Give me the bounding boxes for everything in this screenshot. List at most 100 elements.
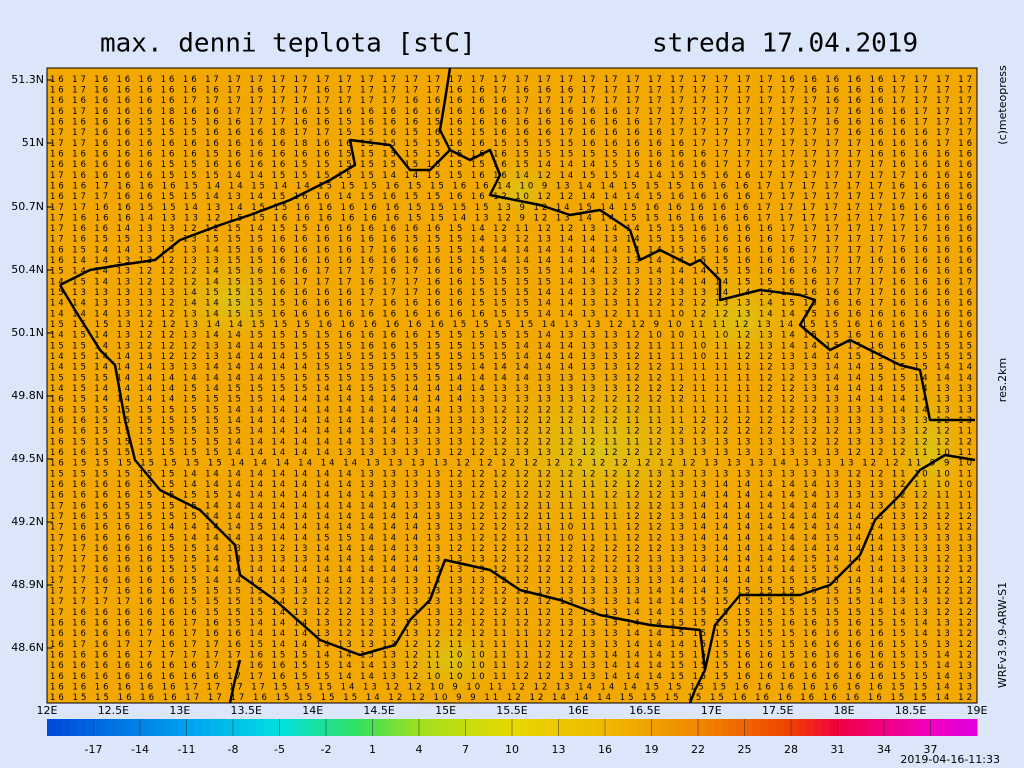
colorbar-cell (605, 719, 614, 736)
colorbar-cell (814, 719, 823, 736)
colorbar-cell (132, 719, 141, 736)
colorbar-cell (326, 719, 335, 736)
lat-label: 51N (22, 136, 44, 149)
model: WRFv3.9.9-ARW-S1 (996, 582, 1009, 688)
colorbar-cell (612, 719, 621, 736)
grid-row: 16 15 15 15 15 15 15 15 14 14 14 14 14 1… (50, 459, 972, 469)
copyright: (c)meteopress (996, 65, 1009, 145)
colorbar-cell (837, 719, 846, 736)
colorbar-label: 10 (505, 743, 519, 756)
colorbar-cell (543, 719, 552, 736)
colorbar-cell (829, 719, 838, 736)
colorbar-cell (178, 719, 187, 736)
colorbar-cell (54, 719, 63, 736)
colorbar-cell (380, 719, 389, 736)
colorbar-cell (822, 719, 831, 736)
colorbar-cell (767, 719, 776, 736)
grid-row: 17 16 16 16 16 15 15 15 14 14 15 15 15 1… (50, 171, 972, 181)
grid-row: 15 15 14 13 12 12 12 13 14 14 15 15 15 1… (50, 341, 972, 351)
colorbar-label: -5 (274, 743, 285, 756)
colorbar-cell (674, 719, 683, 736)
colorbar-cell (101, 719, 110, 736)
colorbar-cell (682, 719, 691, 736)
lat-label: 49.2N (11, 515, 44, 528)
grid-row: 16 15 15 15 15 15 15 15 14 14 14 14 14 1… (50, 405, 972, 415)
grid-row: 16 17 16 16 16 16 16 17 17 17 17 17 17 1… (50, 75, 972, 85)
colorbar-cell (287, 719, 296, 736)
colorbar-cell (426, 719, 435, 736)
colorbar-cell (442, 719, 451, 736)
grid-row: 16 16 16 16 16 16 16 16 17 17 16 15 15 1… (50, 672, 972, 682)
colorbar-cell (721, 719, 730, 736)
colorbar-cell (744, 719, 753, 736)
grid-row: 17 17 16 16 16 15 15 14 14 14 14 14 14 1… (50, 565, 972, 575)
grid-row: 16 17 16 16 16 18 16 16 17 17 17 16 15 1… (50, 107, 972, 117)
colorbar-cell (333, 719, 342, 736)
colorbar-cell (729, 719, 738, 736)
map-area: 16 17 16 16 16 16 16 17 17 17 17 17 17 1… (46, 67, 980, 710)
colorbar-cell (845, 719, 854, 736)
grid-row: 14 14 13 13 13 12 14 14 15 15 15 16 16 1… (50, 299, 972, 309)
borders (58, 67, 976, 704)
colorbar-label: -11 (178, 743, 196, 756)
lon-label: 12E (37, 704, 58, 717)
colorbar-label: -14 (131, 743, 149, 756)
colorbar-cell (295, 719, 304, 736)
colorbar-label: 22 (691, 743, 705, 756)
colorbar-label: -17 (85, 743, 103, 756)
colorbar-cell (884, 719, 893, 736)
colorbar-cell (457, 719, 466, 736)
grid-row: 16 17 16 17 17 16 17 17 16 15 14 14 14 1… (50, 640, 972, 650)
colorbar-cell (969, 719, 978, 736)
colorbar-cell (620, 719, 629, 736)
shade (380, 610, 520, 710)
colorbar-label: 31 (831, 743, 845, 756)
colorbar-cell (504, 719, 513, 736)
colorbar-cell (574, 719, 583, 736)
colorbar-cell (922, 719, 931, 736)
lon-label: 13E (169, 704, 190, 717)
lat-label: 49.5N (11, 452, 44, 465)
lon-label: 16.5E (629, 704, 660, 717)
colorbar-cell (876, 719, 885, 736)
grid-row: 15 15 15 14 14 14 14 14 14 14 15 15 15 1… (50, 373, 972, 383)
border (688, 669, 707, 704)
colorbar-cell (643, 719, 652, 736)
colorbar-cell (953, 719, 962, 736)
colorbar-cell (690, 719, 699, 736)
colorbar: -17 -14 -11 -8 -5 -2 1 4 7 10 13 16 19 22 25 28 31 34 37 (47, 719, 978, 756)
colorbar-cell (233, 719, 242, 736)
colorbar-cell (364, 719, 373, 736)
colorbar-label: -2 (321, 743, 332, 756)
colorbar-cell (302, 719, 311, 736)
colorbar-cell (783, 719, 792, 736)
grid-row: 17 16 15 15 13 13 13 15 15 15 16 16 16 1… (50, 235, 972, 245)
colorbar-label: 34 (877, 743, 891, 756)
colorbar-cell (372, 719, 381, 736)
lon-label: 12.5E (98, 704, 129, 717)
colorbar-cell (597, 719, 606, 736)
colorbar-cell (628, 719, 637, 736)
colorbar-cell (140, 719, 149, 736)
colorbar-cell (775, 719, 784, 736)
colorbar-cell (868, 719, 877, 736)
grid-row: 17 17 16 16 15 15 15 16 16 16 18 17 17 1… (50, 128, 972, 138)
grid-row: 16 16 16 16 16 16 16 17 17 16 16 15 15 1… (50, 661, 972, 671)
colorbar-cell (388, 719, 397, 736)
colorbar-label: 16 (598, 743, 612, 756)
lon-label: 14.5E (363, 704, 394, 717)
colorbar-cell (264, 719, 273, 736)
lat-label: 49.8N (11, 389, 44, 402)
colorbar-cell (519, 719, 528, 736)
grid-row: 17 17 16 16 16 16 16 16 16 16 16 18 16 1… (50, 139, 972, 149)
colorbar-cell (434, 719, 443, 736)
colorbar-cell (465, 719, 474, 736)
grid-row: 16 16 16 16 17 17 17 17 17 16 15 15 14 1… (50, 651, 972, 661)
colorbar-cell (279, 719, 288, 736)
colorbar-cell (481, 719, 490, 736)
colorbar-label: 37 (924, 743, 938, 756)
shade (660, 260, 820, 380)
grid-row: 15 14 14 13 12 12 12 14 15 16 16 16 17 1… (50, 267, 972, 277)
colorbar-cell (357, 719, 366, 736)
grid-row: 16 16 16 16 15 15 14 14 14 14 14 14 14 1… (50, 480, 972, 490)
